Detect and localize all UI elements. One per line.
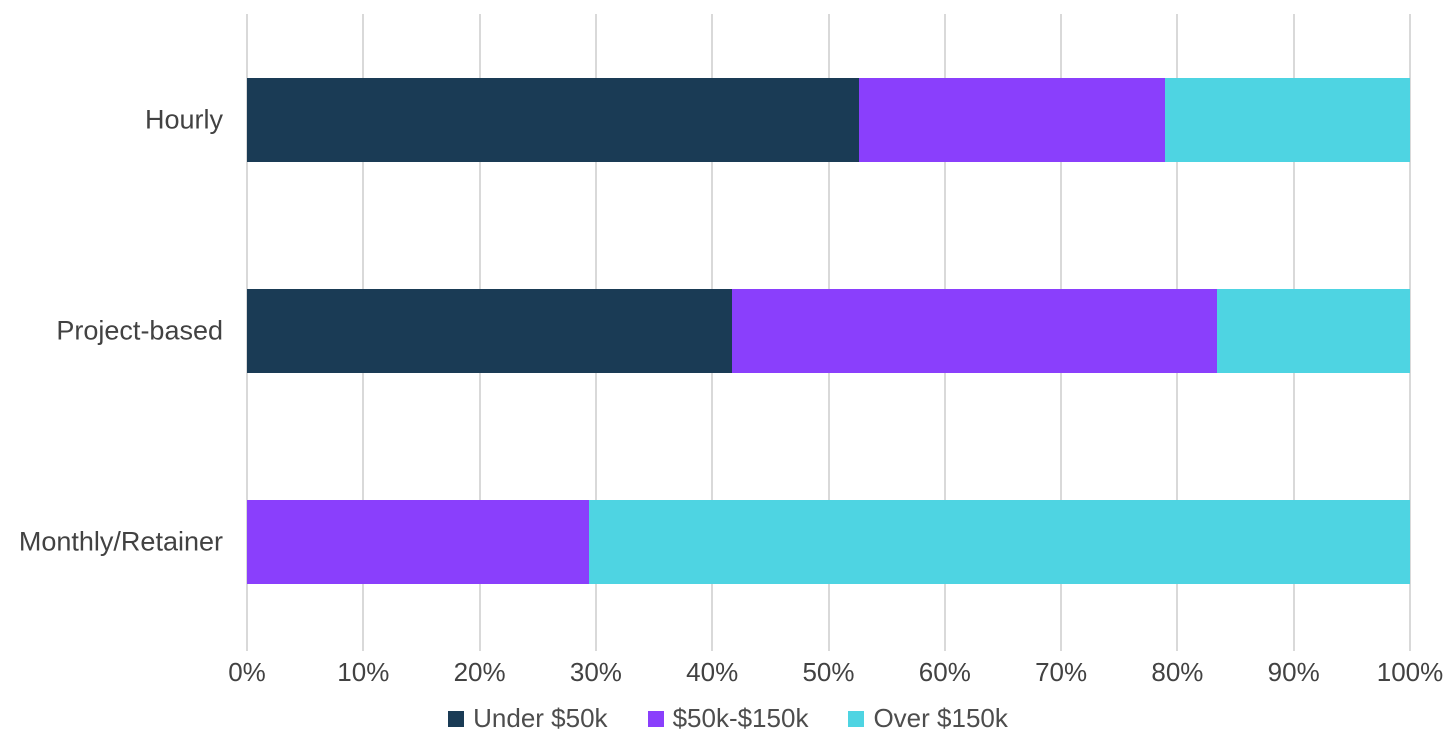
x-tick-label-30: 30% xyxy=(569,657,622,687)
legend-item-under-50k: Under $50k xyxy=(448,703,608,734)
category-label-project-based: Project-based xyxy=(56,315,223,345)
bar-segment-project-based-50k-150k xyxy=(731,288,1217,373)
x-tick-label-80: 80% xyxy=(1151,657,1204,687)
legend-item-50k-150k: $50k-$150k xyxy=(647,703,809,734)
legend-label-under-50k: Under $50k xyxy=(473,703,608,733)
legend-swatch-under-50k xyxy=(448,710,465,727)
bar-segment-monthly-retainer-50k-150k xyxy=(247,499,589,584)
category-label-hourly: Hourly xyxy=(144,104,223,134)
x-tick-label-0: 0% xyxy=(228,657,266,687)
bar-project-based xyxy=(247,288,1410,373)
legend-swatch-over-150k xyxy=(848,710,865,727)
bar-segment-project-based-over-150k xyxy=(1216,288,1410,373)
bar-monthly-retainer xyxy=(247,499,1410,584)
gridline-100 xyxy=(1409,14,1411,651)
legend-item-over-150k: Over $150k xyxy=(848,703,1008,734)
legend-label-over-150k: Over $150k xyxy=(873,703,1008,733)
category-label-monthly-retainer: Monthly/Retainer xyxy=(18,526,223,556)
bar-segment-hourly-50k-150k xyxy=(858,77,1165,162)
legend: Under $50k $50k-$150k Over $150k xyxy=(0,703,1456,734)
legend-label-50k-150k: $50k-$150k xyxy=(672,703,809,733)
bar-segment-monthly-retainer-over-150k xyxy=(588,499,1410,584)
x-tick-label-20: 20% xyxy=(453,657,506,687)
x-tick-label-10: 10% xyxy=(337,657,390,687)
bar-segment-hourly-under-50k xyxy=(247,77,859,162)
x-tick-label-70: 70% xyxy=(1035,657,1088,687)
x-tick-label-90: 90% xyxy=(1267,657,1320,687)
bar-segment-project-based-under-50k xyxy=(247,288,732,373)
x-tick-label-60: 60% xyxy=(918,657,971,687)
legend-swatch-50k-150k xyxy=(647,710,664,727)
bar-segment-hourly-over-150k xyxy=(1164,77,1410,162)
x-tick-label-100: 100% xyxy=(1376,657,1444,687)
x-tick-label-50: 50% xyxy=(802,657,855,687)
x-tick-label-40: 40% xyxy=(686,657,739,687)
bar-hourly xyxy=(247,77,1410,162)
